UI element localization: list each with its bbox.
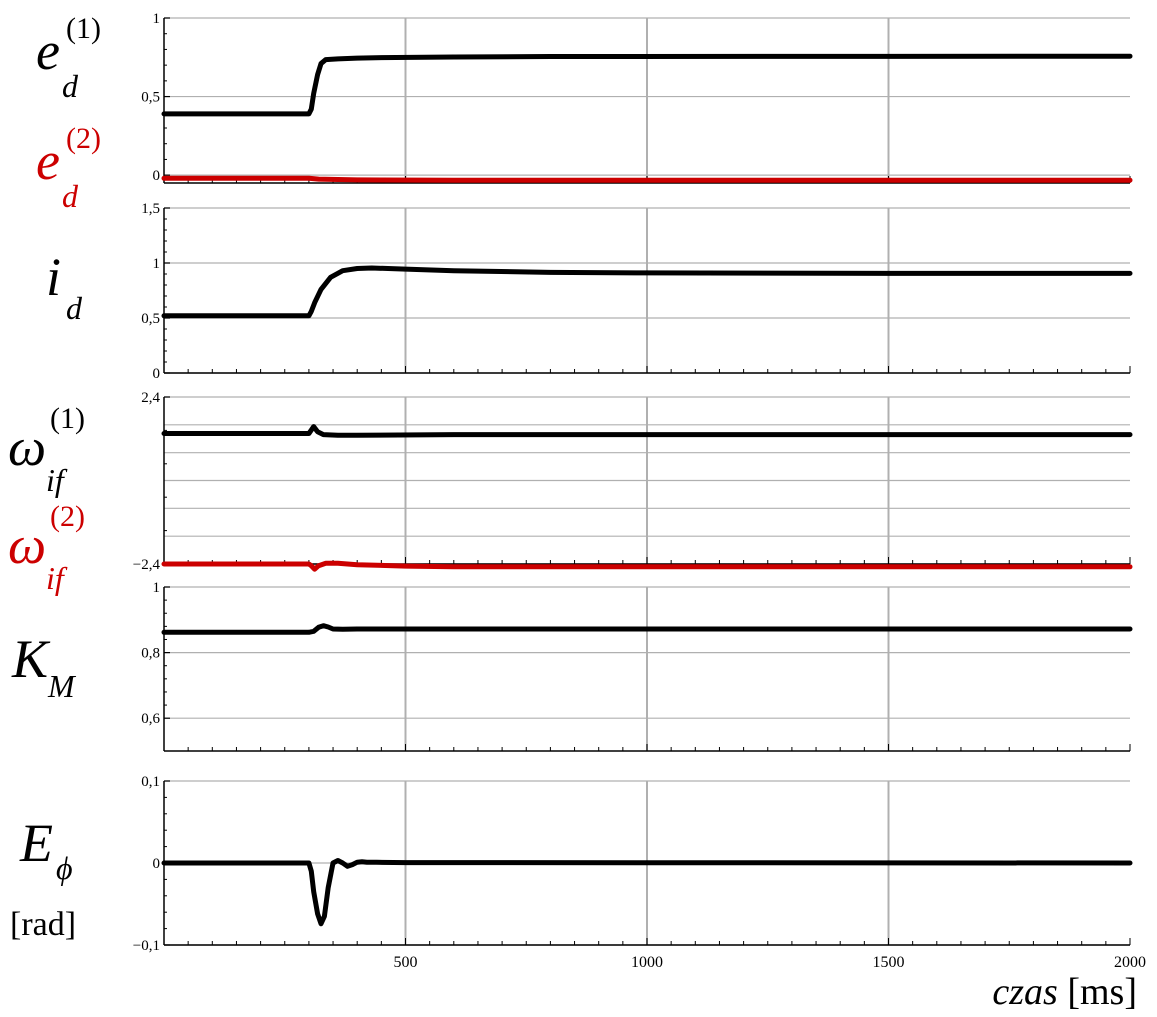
panel-5-ytick-label-1: 0 [153, 856, 161, 872]
x-tick-label-500: 500 [394, 954, 418, 971]
x-axis-title-var: czas [992, 971, 1058, 1013]
panel4-ylabel-km: K M [12, 629, 75, 704]
panel5-ylabel-unit: [rad] [10, 906, 77, 943]
panel-2-ytick-label-1: 0,5 [141, 311, 160, 327]
x-tick-label-1500: 1500 [873, 954, 905, 971]
panel-1-series-1-line [161, 53, 1133, 117]
panel-3-ytick-label-1: 2,4 [141, 390, 160, 406]
panel-1-ytick-label-1: 0,5 [141, 90, 160, 106]
panel-4-ytick-label-1: 0,8 [141, 646, 160, 662]
panel1-ylabel-ed2: e d (2) [36, 122, 101, 214]
panel-1-ytick-label-0: 0 [153, 168, 161, 184]
panel-3: −2,4 2,4 [133, 390, 1133, 573]
panel-2-ytick-label-2: 1 [153, 256, 161, 272]
panel-2-ytick-label-3: 1,5 [141, 201, 160, 217]
panel1-ylabel-ed1: e d (1) [36, 12, 101, 104]
panel-5: −0,1 0 0,1 500 1000 1500 2000 [133, 774, 1146, 971]
panel5-ylabel-ephi: E ϕ [20, 813, 73, 886]
panel-5-ytick-label-0: −0,1 [133, 938, 160, 954]
panel-4-series-1-line [161, 623, 1133, 635]
panel-4-ytick-label-0: 0,6 [141, 711, 160, 727]
panel-5-ytick-label-2: 0,1 [141, 774, 160, 790]
panel-3-series-1-line [161, 424, 1133, 438]
x-axis-title: czas [ms] [992, 970, 1137, 1014]
x-axis-title-unit: [ms] [1067, 971, 1137, 1013]
panel3-ylabel-omega2: ω if (2) [8, 500, 85, 596]
panel-3-ytick-label-0: −2,4 [133, 557, 161, 573]
panel2-ylabel-id: i d [46, 247, 82, 326]
panel-1-ytick-label-2: 1 [153, 11, 161, 27]
x-tick-label-2000: 2000 [1114, 954, 1146, 971]
panel-2-ytick-label-0: 0 [153, 366, 161, 382]
panel-2-series-1-line [161, 265, 1133, 319]
panel-1-series-2-line [161, 175, 1133, 183]
panel-4: 0,6 0,8 1 [141, 580, 1133, 752]
panel-5-series-1-line [161, 858, 1133, 927]
panel-4-ytick-label-2: 1 [153, 580, 161, 596]
panel3-ylabel-omega1: ω if (1) [8, 402, 85, 498]
x-tick-label-1000: 1000 [631, 954, 663, 971]
panel-3-series-2-line [161, 560, 1133, 572]
panel-1: 00,51 [141, 11, 1133, 184]
panel-2: 0 0,5 1 1,5 [141, 201, 1133, 382]
